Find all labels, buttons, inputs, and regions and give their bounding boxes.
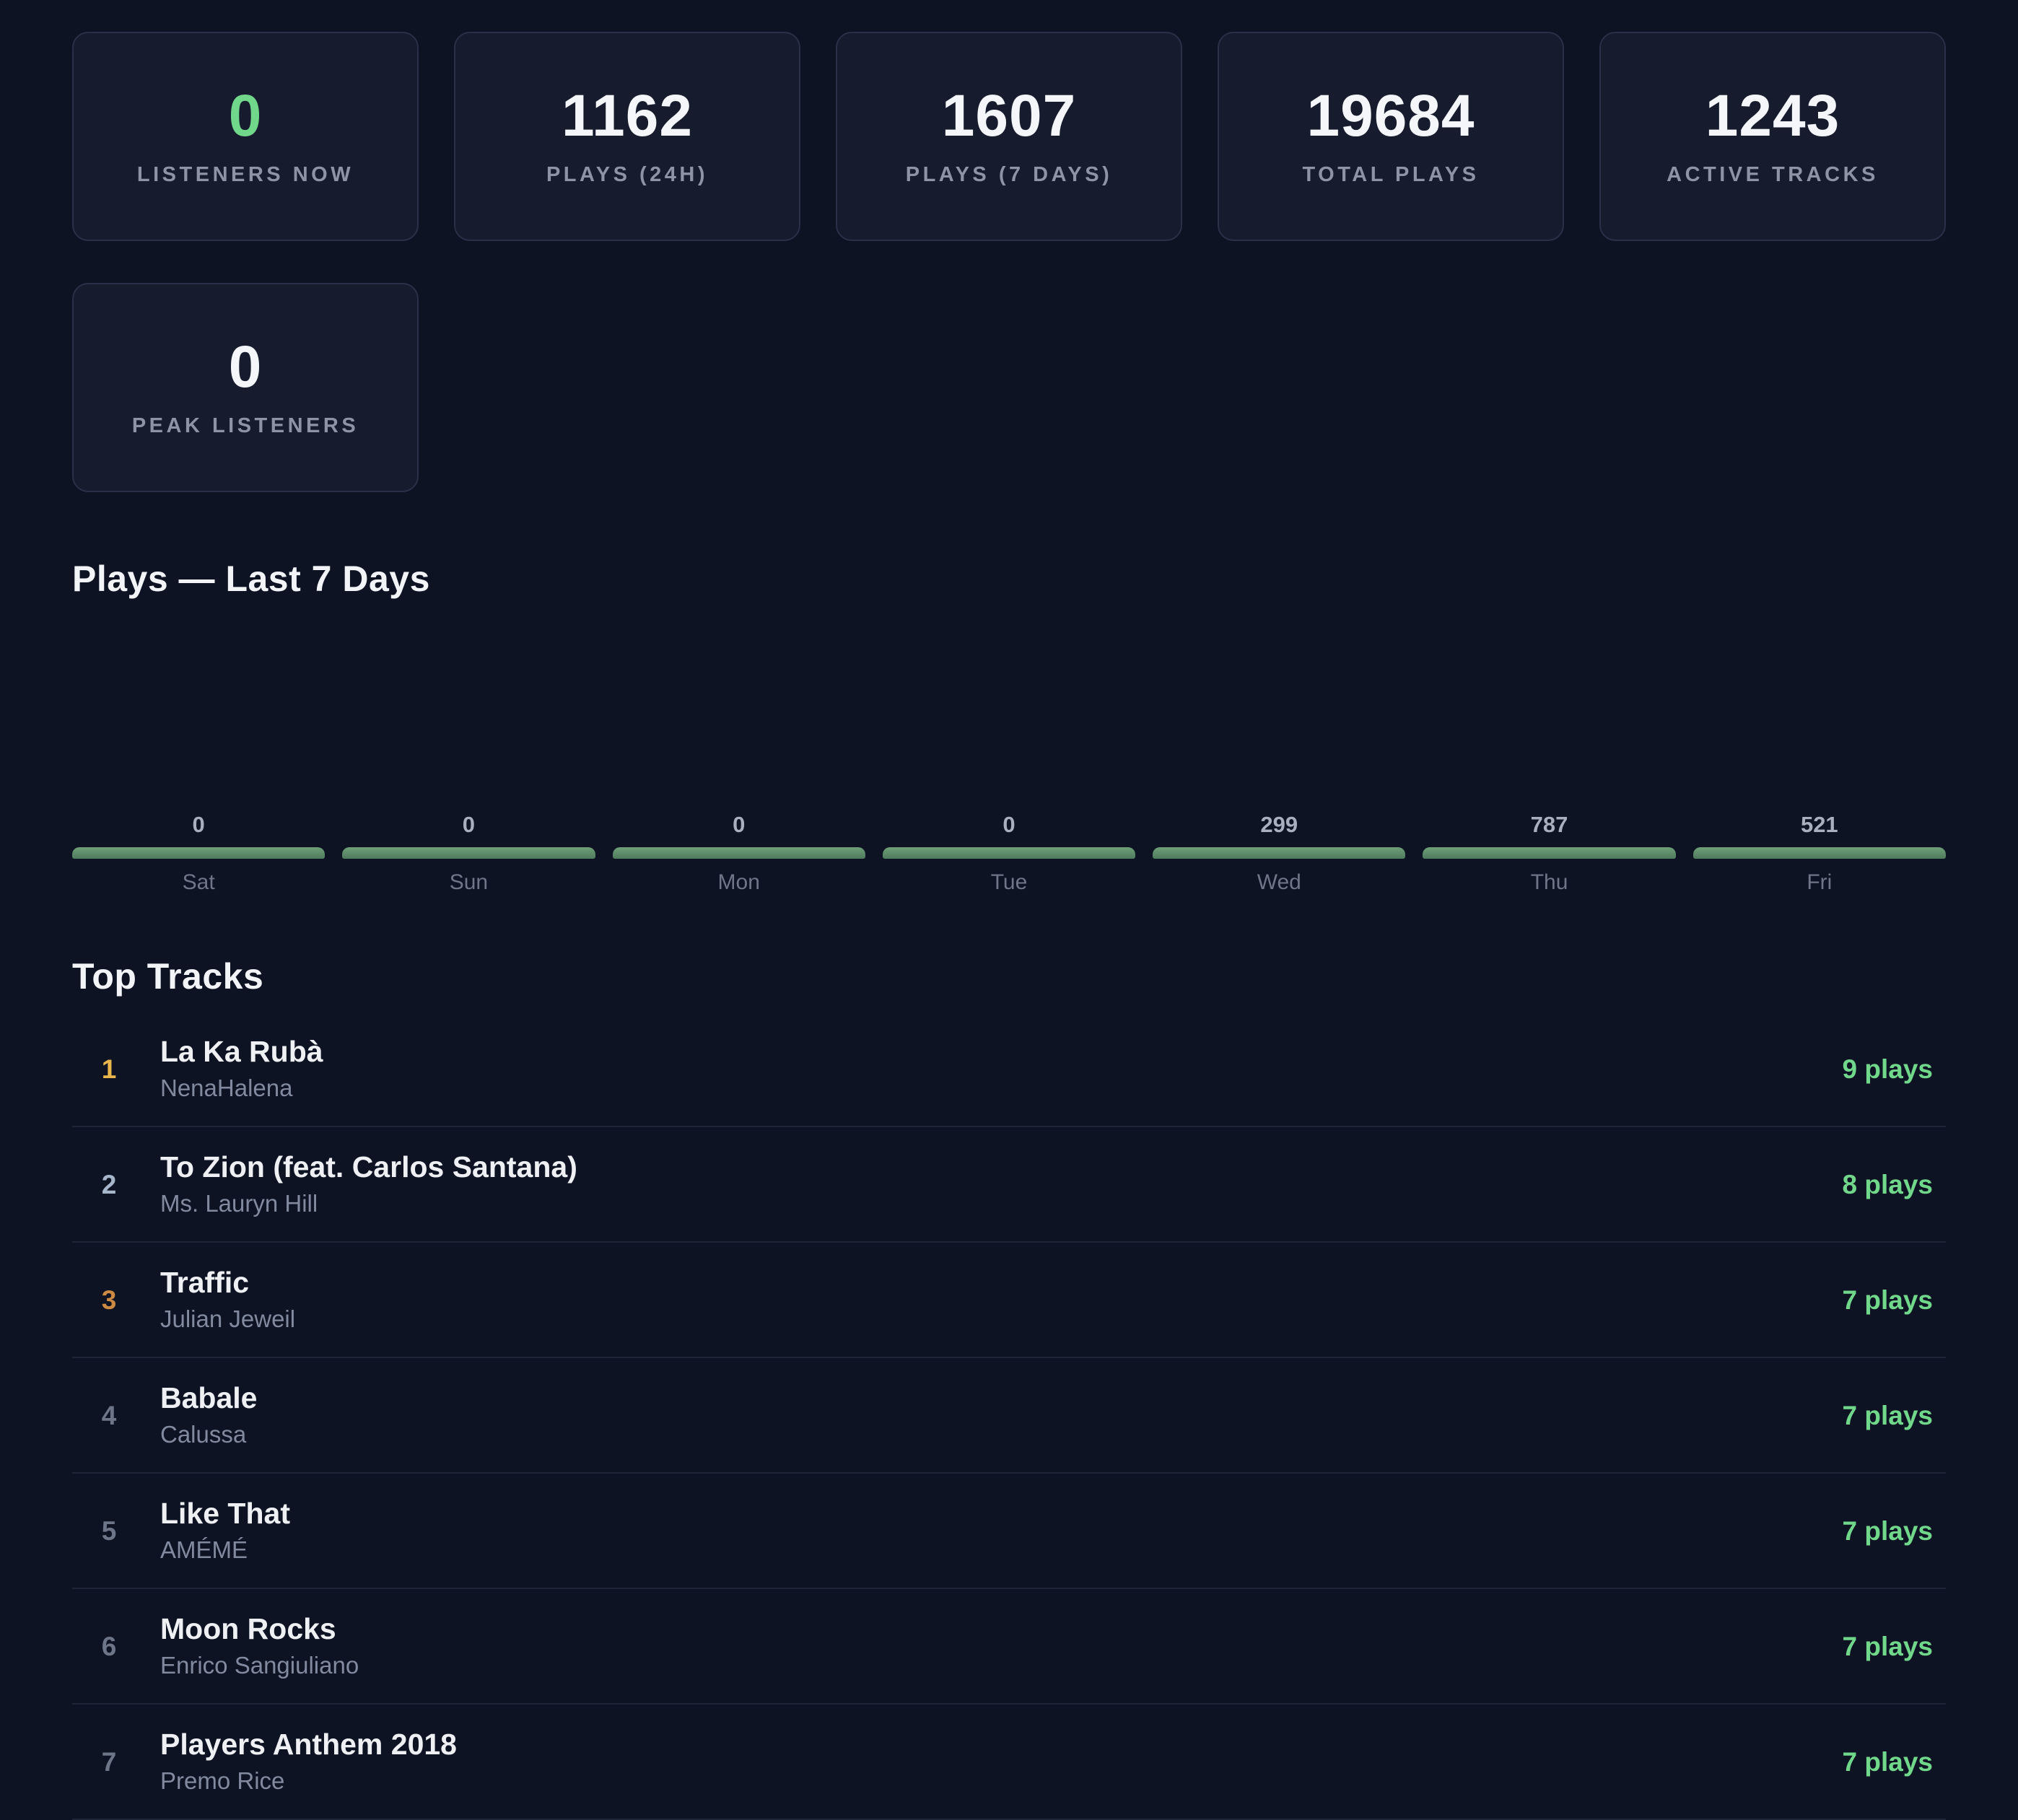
chart-column: 0 Sun xyxy=(342,813,595,893)
stat-value: 19684 xyxy=(1306,82,1475,149)
track-artist: NenaHalena xyxy=(160,1075,293,1102)
track-rank: 5 xyxy=(101,1515,117,1546)
track-title: La Ka Rubà xyxy=(160,1035,323,1069)
chart-column: 521 Fri xyxy=(1692,812,1946,894)
track-info: Players Anthem 2018 Premo Rice xyxy=(160,1728,457,1794)
bar-value-label: 299 xyxy=(1260,812,1298,837)
stat-value: 1162 xyxy=(562,82,693,149)
track-artist: Enrico Sangiuliano xyxy=(160,1652,359,1679)
bar-value-label: 787 xyxy=(1530,812,1568,837)
track-plays: 7 plays xyxy=(1842,1746,1933,1777)
track-plays: 7 plays xyxy=(1842,1400,1933,1430)
track-rank: 6 xyxy=(101,1631,117,1661)
track-info: La Ka Rubà NenaHalena xyxy=(160,1036,323,1101)
track-title: Moon Rocks xyxy=(160,1612,336,1646)
track-rank: 7 xyxy=(101,1746,117,1777)
stat-label: PLAYS (7 DAYS) xyxy=(905,162,1113,186)
track-rank: 1 xyxy=(101,1054,117,1084)
track-plays: 7 plays xyxy=(1842,1515,1933,1546)
x-axis-tick: Thu xyxy=(1530,870,1568,894)
bar-value-label: 0 xyxy=(462,812,476,837)
track-plays: 7 plays xyxy=(1842,1285,1933,1315)
track-row[interactable]: 7 Players Anthem 2018 Premo Rice 7 plays xyxy=(72,1705,1946,1820)
track-row[interactable]: 1 La Ka Rubà NenaHalena 9 plays xyxy=(72,1012,1946,1127)
track-row[interactable]: 4 Babale Calussa 7 plays xyxy=(72,1358,1946,1474)
bar-value-label: 0 xyxy=(733,812,746,837)
stat-card-total-plays: 19684 TOTAL PLAYS xyxy=(1218,32,1564,241)
x-axis-tick: Sun xyxy=(449,870,489,894)
stat-card-active-tracks: 1243 ACTIVE TRACKS xyxy=(1599,32,1946,241)
track-row[interactable]: 3 Traffic Julian Jeweil 7 plays xyxy=(72,1243,1946,1358)
track-title: Like That xyxy=(160,1497,290,1531)
track-title: To Zion (feat. Carlos Santana) xyxy=(160,1150,577,1184)
chart-column: 787 Thu xyxy=(1423,812,1676,894)
track-info: Babale Calussa xyxy=(160,1382,257,1448)
chart-bar xyxy=(1692,847,1946,859)
bar-value-label: 0 xyxy=(1003,812,1015,837)
track-rank: 4 xyxy=(101,1400,117,1430)
x-axis-tick: Mon xyxy=(717,870,760,894)
chart-column: 0 Mon xyxy=(612,812,865,894)
stat-card-listeners-now: 0 LISTENERS NOW xyxy=(72,32,419,241)
track-plays: 8 plays xyxy=(1842,1169,1933,1199)
track-artist: Premo Rice xyxy=(160,1767,285,1795)
track-artist: Calussa xyxy=(160,1421,247,1448)
track-plays: 7 plays xyxy=(1842,1631,1933,1661)
track-info: Traffic Julian Jeweil xyxy=(160,1266,295,1332)
top-tracks-list: 1 La Ka Rubà NenaHalena 9 plays 2 To Zio… xyxy=(72,1012,1946,1820)
stat-card-peak-listeners: 0 PEAK LISTENERS xyxy=(72,283,419,492)
track-rank: 3 xyxy=(101,1285,117,1315)
chart-title: Plays — Last 7 Days xyxy=(72,559,430,599)
chart-bar xyxy=(1423,847,1676,859)
x-axis-tick: Tue xyxy=(990,870,1028,894)
chart-column: 0 Sat xyxy=(72,812,326,894)
top-tracks-title: Top Tracks xyxy=(72,956,264,997)
track-info: Moon Rocks Enrico Sangiuliano xyxy=(160,1613,359,1679)
track-rank: 2 xyxy=(101,1169,117,1199)
stat-value: 0 xyxy=(228,333,263,400)
track-row[interactable]: 5 Like That AMÉMÉ 7 plays xyxy=(72,1474,1946,1589)
stat-value: 0 xyxy=(228,82,263,149)
track-title: Players Anthem 2018 xyxy=(160,1728,457,1762)
x-axis-tick: Fri xyxy=(1807,870,1833,894)
x-axis-tick: Wed xyxy=(1257,870,1301,894)
stat-card-plays-24h: 1162 PLAYS (24H) xyxy=(454,32,800,241)
track-artist: Julian Jeweil xyxy=(160,1305,296,1333)
track-info: To Zion (feat. Carlos Santana) Ms. Laury… xyxy=(160,1151,577,1217)
bar-value-label: 0 xyxy=(192,812,205,837)
stat-label: ACTIVE TRACKS xyxy=(1667,162,1879,186)
track-title: Babale xyxy=(160,1381,258,1415)
chart-bar xyxy=(72,847,326,859)
stats-grid: 0 LISTENERS NOW 1162 PLAYS (24H) 1607 PL… xyxy=(72,32,1946,492)
stat-label: TOTAL PLAYS xyxy=(1302,162,1480,186)
stat-label: LISTENERS NOW xyxy=(136,162,354,186)
track-artist: Ms. Lauryn Hill xyxy=(160,1190,318,1217)
stat-card-plays-7days: 1607 PLAYS (7 DAYS) xyxy=(836,32,1182,241)
stat-value: 1243 xyxy=(1705,82,1840,149)
stat-label: PLAYS (24H) xyxy=(546,162,709,186)
track-row[interactable]: 6 Moon Rocks Enrico Sangiuliano 7 plays xyxy=(72,1589,1946,1705)
chart-column: 299 Wed xyxy=(1153,812,1406,894)
chart-bar xyxy=(1153,847,1406,859)
track-info: Like That AMÉMÉ xyxy=(160,1497,290,1563)
track-artist: AMÉMÉ xyxy=(160,1536,248,1564)
track-plays: 9 plays xyxy=(1842,1054,1933,1084)
x-axis-tick: Sat xyxy=(182,870,215,894)
bar-value-label: 521 xyxy=(1800,812,1838,837)
stat-value: 1607 xyxy=(941,82,1077,149)
chart-column: 0 Tue xyxy=(882,812,1136,894)
track-row[interactable]: 2 To Zion (feat. Carlos Santana) Ms. Lau… xyxy=(72,1127,1946,1243)
chart-bar xyxy=(342,847,595,859)
stat-label: PEAK LISTENERS xyxy=(131,414,359,437)
chart-bar xyxy=(612,847,865,859)
plays-bar-chart: 0 Sat 0 Sun 0 Mon 0 Tue 299 Wed 787 Thu xyxy=(72,813,1946,893)
chart-bar xyxy=(882,847,1136,859)
track-title: Traffic xyxy=(160,1266,250,1300)
